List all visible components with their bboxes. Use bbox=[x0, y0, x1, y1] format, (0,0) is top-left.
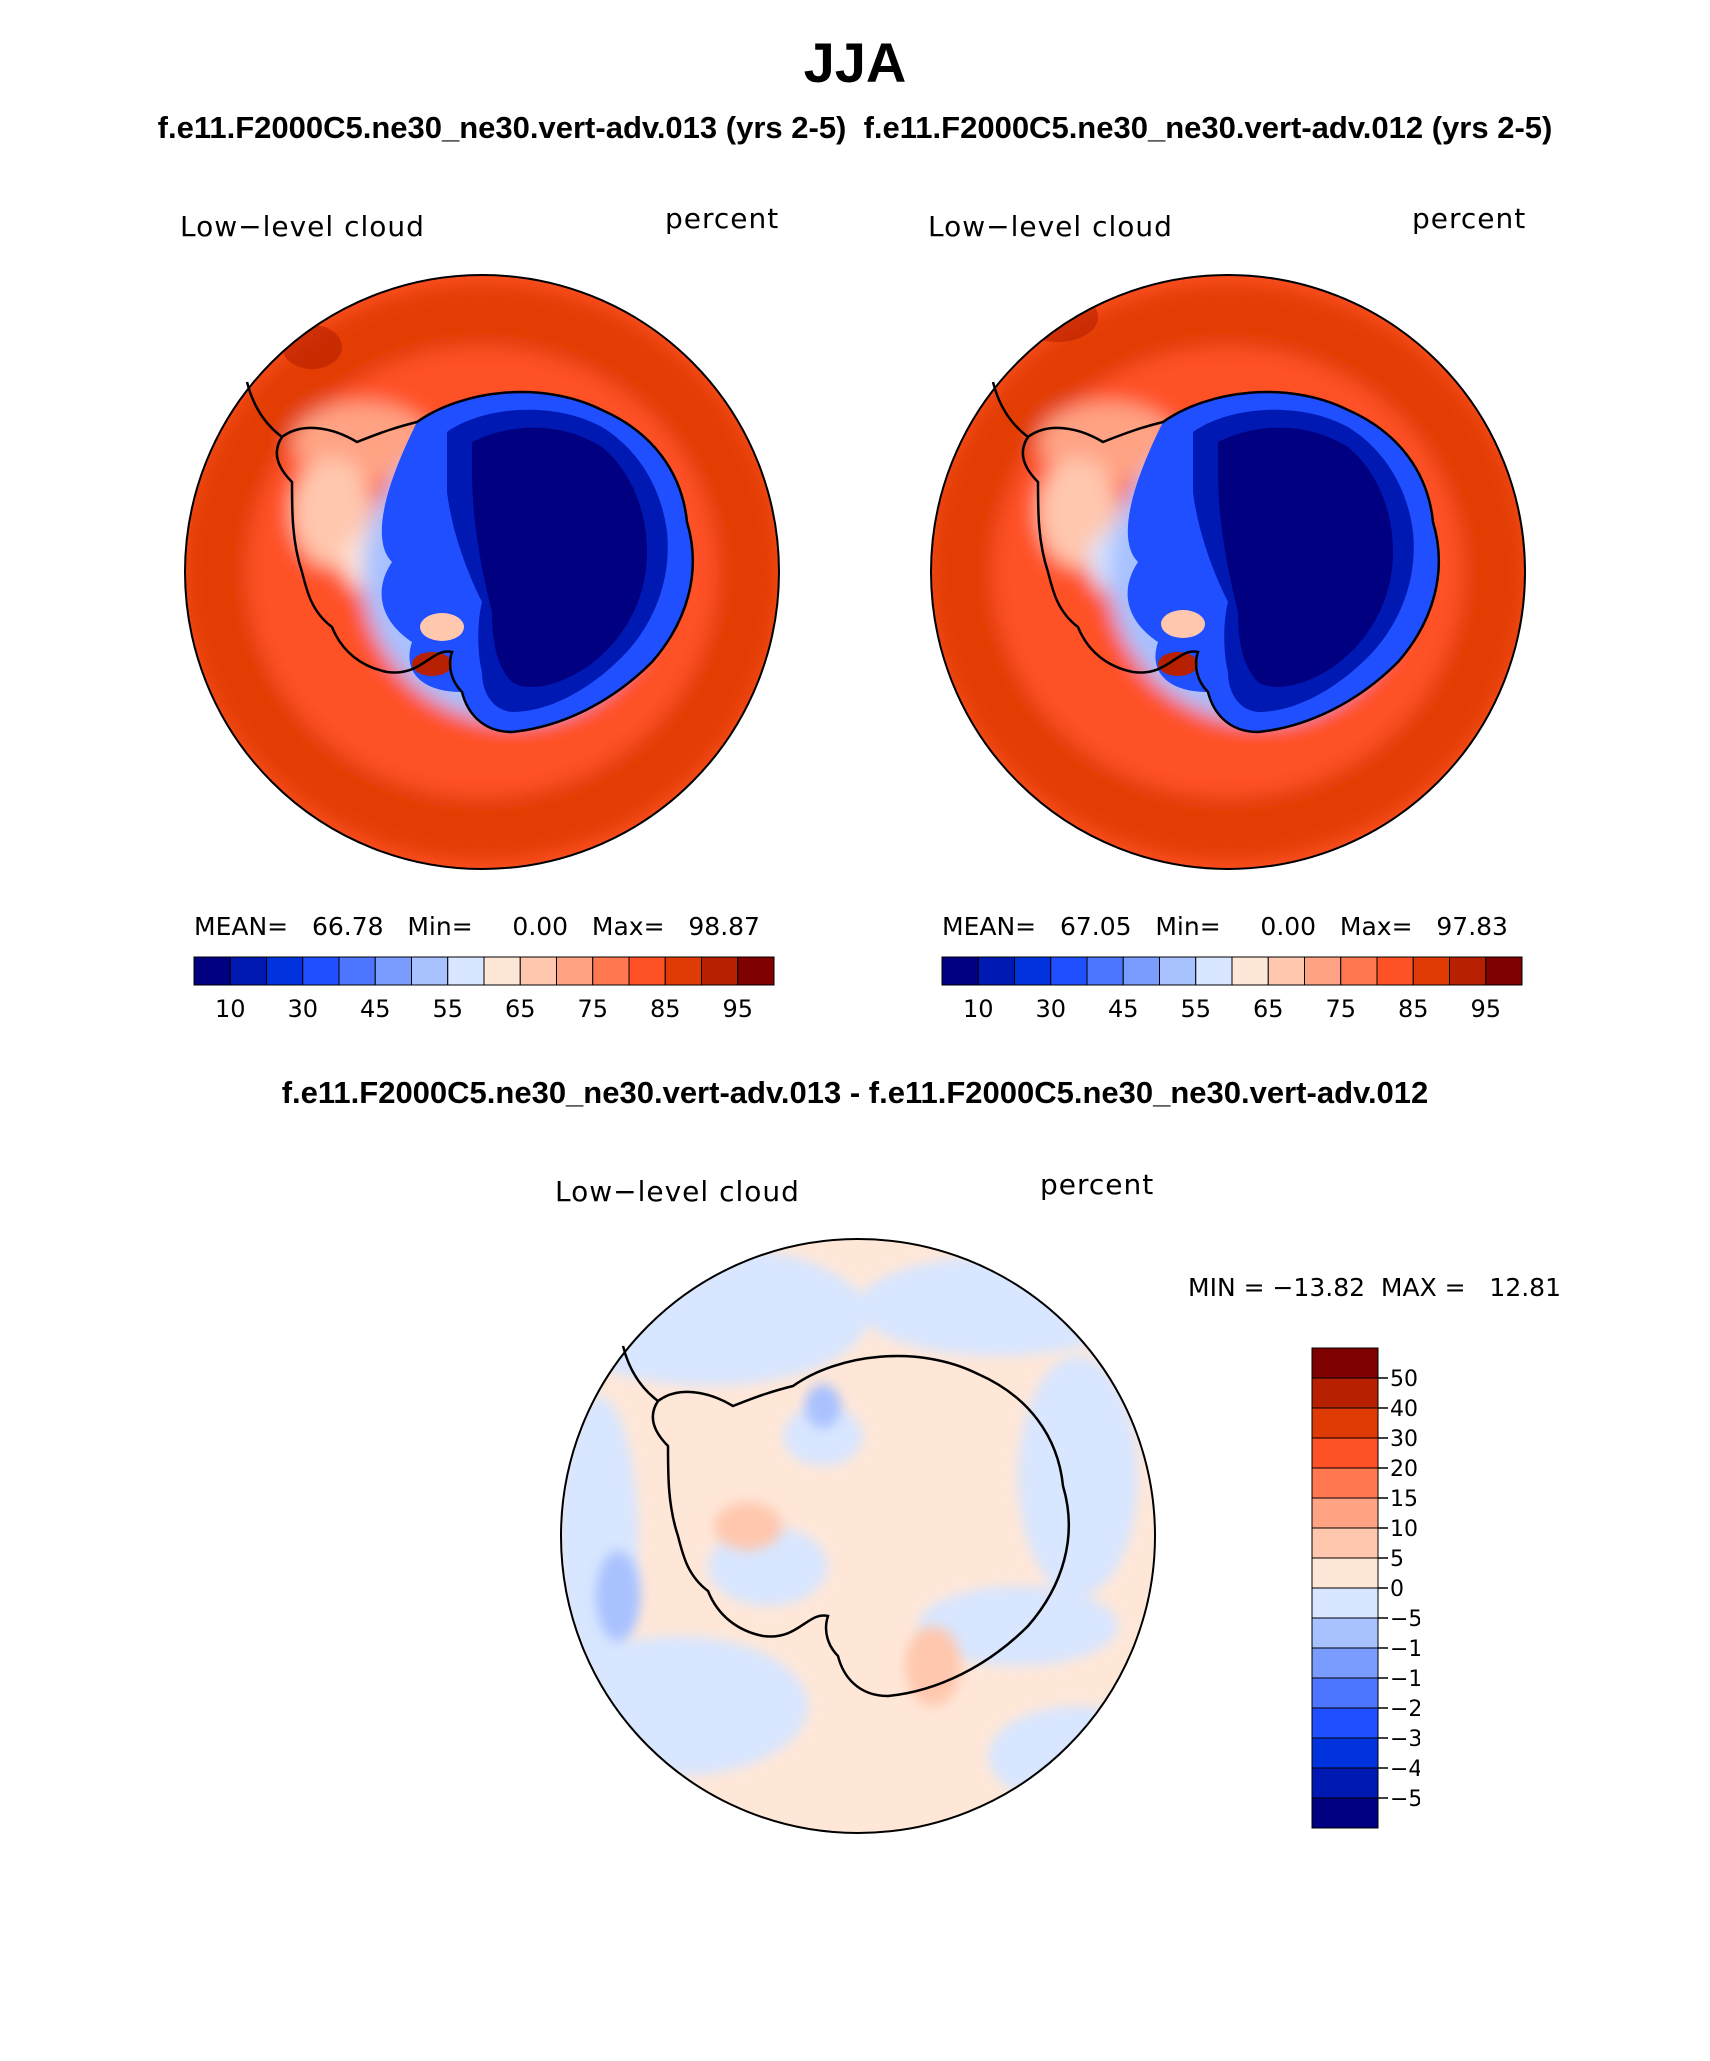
colorbar-swatch bbox=[1311, 1407, 1379, 1439]
colorbar-tick-label: 50 bbox=[1390, 1367, 1418, 1392]
colorbar-swatch bbox=[1311, 1737, 1379, 1769]
colorbar-swatch bbox=[1311, 1467, 1379, 1499]
colorbar-swatch bbox=[1340, 956, 1378, 986]
colorbar-swatch bbox=[266, 956, 304, 986]
colorbar-tick-label: 5 bbox=[1390, 1547, 1404, 1572]
colorbar-swatch bbox=[1311, 1797, 1379, 1829]
colorbar-tick-label: 55 bbox=[1180, 995, 1211, 1023]
colorbar-tick-label: 65 bbox=[1253, 995, 1284, 1023]
colorbar-swatch bbox=[1122, 956, 1160, 986]
panel1-variable-label: Low−level cloud bbox=[180, 210, 425, 243]
panel1-polar-map bbox=[184, 274, 780, 870]
colorbar-tick-label: −10 bbox=[1390, 1637, 1420, 1662]
colorbar-tick-label: 30 bbox=[1035, 995, 1066, 1023]
colorbar-tick-label: 15 bbox=[1390, 1487, 1418, 1512]
colorbar-swatch bbox=[1311, 1347, 1379, 1379]
colorbar-tick-label: 95 bbox=[1470, 995, 1501, 1023]
colorbar-swatch bbox=[628, 956, 666, 986]
colorbar-swatch bbox=[1311, 1677, 1379, 1709]
colorbar-tick-label: 30 bbox=[287, 995, 318, 1023]
colorbar-swatch bbox=[1311, 1527, 1379, 1559]
colorbar-tick-label: −20 bbox=[1390, 1697, 1420, 1722]
colorbar-swatch bbox=[1311, 1617, 1379, 1649]
panel1-units-label: percent bbox=[665, 202, 780, 235]
diff-units-label: percent bbox=[1040, 1168, 1155, 1201]
colorbar-tick-label: 75 bbox=[577, 995, 608, 1023]
colorbar-swatch bbox=[1086, 956, 1124, 986]
difference-title: f.e11.F2000C5.ne30_ne30.vert-adv.013 - f… bbox=[281, 1075, 1429, 1110]
colorbar-swatch bbox=[556, 956, 594, 986]
page-title: JJA bbox=[803, 31, 907, 94]
panel1-colorbar: 10 30 45 55 65 75 85 95 bbox=[193, 956, 775, 1023]
case-names-subtitle: f.e11.F2000C5.ne30_ne30.vert-adv.013 (yr… bbox=[157, 110, 1553, 145]
colorbar-swatch bbox=[1412, 956, 1450, 986]
colorbar-swatch bbox=[977, 956, 1015, 986]
panel2-polar-map bbox=[930, 274, 1526, 870]
colorbar-tick-label: 85 bbox=[650, 995, 681, 1023]
colorbar-swatch bbox=[1311, 1377, 1379, 1409]
colorbar-swatch bbox=[1050, 956, 1088, 986]
colorbar-swatch bbox=[411, 956, 449, 986]
colorbar-tick-label: 75 bbox=[1325, 995, 1356, 1023]
colorbar-tick-label: 45 bbox=[1108, 995, 1139, 1023]
colorbar-tick-label: 85 bbox=[1398, 995, 1429, 1023]
colorbar-swatch bbox=[1311, 1767, 1379, 1799]
colorbar-tick-label: 65 bbox=[505, 995, 536, 1023]
colorbar-tick-label: 45 bbox=[360, 995, 391, 1023]
colorbar-swatch bbox=[519, 956, 557, 986]
colorbar-tick-label: 40 bbox=[1390, 1397, 1418, 1422]
colorbar-swatch bbox=[1014, 956, 1052, 986]
colorbar-tick-label: −15 bbox=[1390, 1667, 1420, 1692]
colorbar-swatch bbox=[338, 956, 376, 986]
colorbar-swatch bbox=[737, 956, 775, 986]
colorbar-swatch bbox=[1304, 956, 1342, 986]
colorbar-swatch bbox=[1311, 1587, 1379, 1619]
colorbar-tick-label: 55 bbox=[432, 995, 463, 1023]
diff-variable-label: Low−level cloud bbox=[555, 1175, 800, 1208]
colorbar-tick-label: −30 bbox=[1390, 1727, 1420, 1752]
colorbar-swatch bbox=[1311, 1647, 1379, 1679]
colorbar-tick-label: −5 bbox=[1390, 1607, 1420, 1632]
panel2-stats: MEAN= 67.05 Min= 0.00 Max= 97.83 bbox=[942, 912, 1508, 941]
colorbar-tick-label: −40 bbox=[1390, 1757, 1420, 1782]
diff-minmax: MIN = −13.82 MAX = 12.81 bbox=[1188, 1273, 1561, 1302]
colorbar-swatch bbox=[701, 956, 739, 986]
colorbar-swatch bbox=[1231, 956, 1269, 986]
colorbar-swatch bbox=[1311, 1497, 1379, 1529]
colorbar-swatch bbox=[1159, 956, 1197, 986]
colorbar-swatch bbox=[1195, 956, 1233, 986]
colorbar-tick-label: 0 bbox=[1390, 1577, 1404, 1602]
panel2-units-label: percent bbox=[1412, 202, 1527, 235]
colorbar-swatch bbox=[1311, 1557, 1379, 1589]
colorbar-swatch bbox=[1311, 1707, 1379, 1739]
panel2-colorbar: 10 30 45 55 65 75 85 95 bbox=[941, 956, 1523, 1023]
colorbar-swatch bbox=[229, 956, 267, 986]
colorbar-tick-label: 20 bbox=[1390, 1457, 1418, 1482]
colorbar-swatch bbox=[447, 956, 485, 986]
colorbar-tick-label: −50 bbox=[1390, 1787, 1420, 1812]
colorbar-tick-label: 95 bbox=[722, 995, 753, 1023]
colorbar-swatch bbox=[1376, 956, 1414, 986]
colorbar-swatch bbox=[1267, 956, 1305, 986]
colorbar-swatch bbox=[483, 956, 521, 986]
colorbar-swatch bbox=[664, 956, 702, 986]
colorbar-swatch bbox=[193, 956, 231, 986]
panel2-variable-label: Low−level cloud bbox=[928, 210, 1173, 243]
colorbar-tick-label: 10 bbox=[963, 995, 994, 1023]
colorbar-swatch bbox=[1485, 956, 1523, 986]
colorbar-tick-label: 10 bbox=[1390, 1517, 1418, 1542]
colorbar-swatch bbox=[302, 956, 340, 986]
panel1-stats: MEAN= 66.78 Min= 0.00 Max= 98.87 bbox=[194, 912, 760, 941]
colorbar-tick-label: 10 bbox=[215, 995, 246, 1023]
colorbar-tick-label: 30 bbox=[1390, 1427, 1418, 1452]
colorbar-swatch bbox=[374, 956, 412, 986]
colorbar-swatch bbox=[592, 956, 630, 986]
colorbar-swatch bbox=[1311, 1437, 1379, 1469]
difference-polar-map bbox=[560, 1238, 1156, 1834]
colorbar-swatch bbox=[941, 956, 979, 986]
colorbar-swatch bbox=[1449, 956, 1487, 986]
